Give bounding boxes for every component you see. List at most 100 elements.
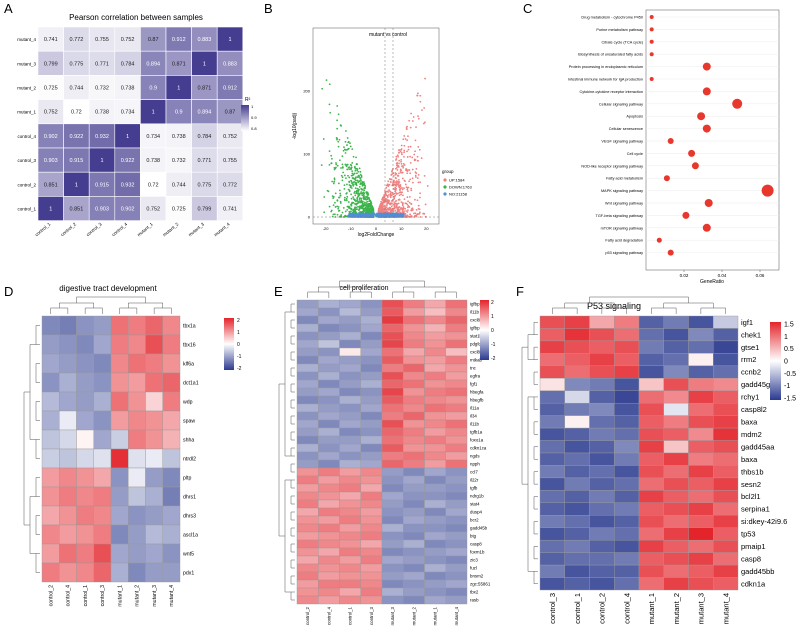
heatmap-cell bbox=[76, 562, 94, 583]
volcano-point-down bbox=[364, 207, 367, 209]
row-dendrogram bbox=[278, 303, 295, 601]
heatmap-cell bbox=[713, 490, 739, 504]
volcano-point-up bbox=[380, 204, 382, 206]
volcano-point-down bbox=[360, 205, 362, 207]
volcano-point-ns bbox=[358, 214, 361, 217]
legend-swatch bbox=[443, 192, 447, 196]
heatmap-cell bbox=[41, 562, 60, 583]
panel-a-legend-title: R² bbox=[245, 97, 251, 103]
volcano-point-down bbox=[336, 127, 339, 130]
heatmap-cell bbox=[318, 315, 340, 325]
heatmap-cell bbox=[93, 372, 112, 393]
heatmap-cell bbox=[424, 579, 446, 589]
volcano-point-down bbox=[328, 83, 331, 86]
cell-value-label: 0.744 bbox=[172, 182, 186, 188]
heatmap-cell bbox=[339, 587, 361, 597]
heatmap-cell bbox=[445, 547, 468, 557]
volcano-point-down bbox=[334, 201, 336, 204]
volcano-point-up bbox=[418, 211, 421, 214]
pathway-label: Cytokine-cytokine receptor interaction bbox=[579, 90, 643, 94]
heatmap-cell bbox=[445, 475, 468, 485]
heatmap-cell bbox=[539, 440, 565, 454]
cell-value-label: 0.772 bbox=[70, 37, 84, 43]
volcano-point-up bbox=[397, 166, 400, 168]
volcano-point-down bbox=[348, 166, 351, 169]
heatmap-cell bbox=[145, 543, 163, 564]
volcano-point-up bbox=[406, 206, 409, 209]
heatmap-cell bbox=[339, 483, 361, 493]
legend-tick-label: 0 bbox=[784, 358, 788, 365]
row-dendrogram bbox=[521, 321, 538, 585]
volcano-point-up bbox=[388, 189, 390, 191]
legend-label: UP:1584 bbox=[449, 178, 465, 183]
heatmap-cell bbox=[339, 363, 361, 373]
heatmap-cell bbox=[41, 448, 60, 469]
volcano-point-down bbox=[358, 208, 361, 211]
cell-value-label: 0.752 bbox=[146, 207, 160, 213]
volcano-point-down bbox=[361, 184, 364, 187]
volcano-point-down bbox=[359, 200, 362, 203]
volcano-point-down bbox=[365, 202, 368, 205]
cell-value-label: 0.784 bbox=[198, 134, 212, 140]
gene-label: cxcl8a bbox=[470, 350, 483, 355]
heatmap-cell bbox=[318, 387, 340, 397]
heatmap-cell bbox=[128, 334, 146, 355]
heatmap-cell bbox=[162, 315, 181, 336]
heatmap-cell bbox=[638, 340, 664, 354]
volcano-point-up bbox=[419, 192, 422, 195]
heatmap-cell bbox=[165, 147, 192, 173]
heatmap-cell bbox=[93, 429, 112, 450]
heatmap-cell bbox=[339, 379, 361, 389]
volcano-point-down bbox=[358, 200, 361, 202]
cell-value-label: 0.755 bbox=[223, 158, 237, 164]
heatmap-cell bbox=[140, 196, 167, 221]
heatmap-cell bbox=[339, 411, 361, 421]
heatmap-cell bbox=[663, 378, 689, 391]
heatmap-cell bbox=[638, 415, 664, 429]
volcano-point-up bbox=[379, 202, 382, 205]
volcano-point-down bbox=[351, 148, 354, 151]
column-label: control_1 bbox=[573, 593, 582, 624]
column-label: mutant_1 bbox=[117, 585, 123, 607]
heatmap-cell bbox=[688, 490, 714, 504]
volcano-point-up bbox=[398, 206, 401, 208]
heatmap-cell bbox=[424, 435, 446, 445]
volcano-point-down bbox=[350, 193, 353, 196]
heatmap-cell bbox=[403, 515, 425, 525]
volcano-point-ns bbox=[391, 212, 394, 215]
volcano-point-up bbox=[405, 169, 408, 172]
heatmap-cell bbox=[145, 334, 163, 355]
heatmap-cell bbox=[162, 543, 181, 564]
heatmap-cell bbox=[318, 483, 340, 493]
heatmap-cell bbox=[360, 579, 383, 589]
volcano-point-down bbox=[354, 181, 357, 184]
heatmap-cell bbox=[339, 555, 361, 565]
volcano-point-ns bbox=[362, 212, 365, 215]
volcano-point-up bbox=[393, 204, 396, 207]
volcano-point-up bbox=[378, 205, 381, 208]
heatmap-cell bbox=[360, 315, 383, 325]
heatmap-cell bbox=[318, 403, 340, 413]
volcano-point-up bbox=[385, 186, 388, 189]
heatmap-cell bbox=[445, 539, 468, 549]
heatmap-cell bbox=[688, 378, 714, 391]
panel-c-xlabel: GeneRatio bbox=[700, 279, 724, 285]
volcano-point-down bbox=[337, 207, 340, 210]
heatmap-cell bbox=[162, 562, 181, 583]
heatmap-cell bbox=[110, 315, 129, 336]
heatmap-cell bbox=[93, 315, 112, 336]
volcano-point-down bbox=[338, 196, 341, 199]
heatmap-cell bbox=[114, 50, 141, 76]
heatmap-cell bbox=[688, 452, 714, 466]
volcano-point-up bbox=[397, 164, 400, 167]
volcano-point-up bbox=[424, 203, 427, 206]
heatmap-cell bbox=[424, 563, 446, 573]
heatmap-cell bbox=[445, 379, 468, 389]
heatmap-cell bbox=[296, 587, 319, 597]
heatmap-cell bbox=[145, 562, 163, 583]
gene-label: bnsm2 bbox=[470, 574, 484, 579]
volcano-point-down bbox=[357, 181, 360, 184]
volcano-point-up bbox=[402, 202, 404, 204]
heatmap-cell bbox=[59, 334, 77, 355]
heatmap-cell bbox=[128, 429, 146, 450]
